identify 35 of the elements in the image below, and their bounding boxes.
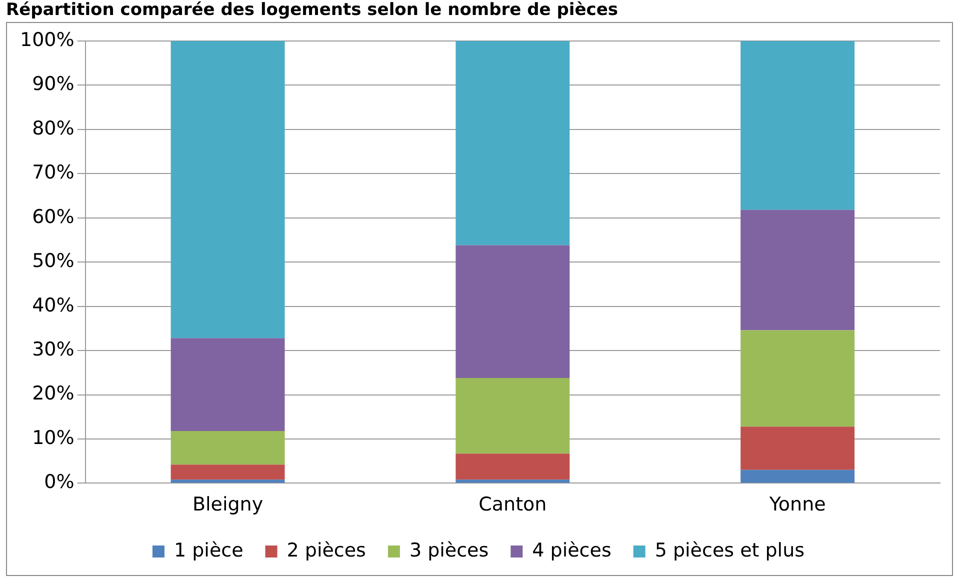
bar: [456, 480, 570, 483]
legend-label: 5 pièces et plus: [654, 539, 805, 562]
bar: [170, 431, 285, 465]
y-tick-label: 0%: [44, 471, 74, 494]
bar: [740, 470, 855, 483]
y-tick-label: 20%: [32, 382, 74, 405]
y-tick-label: 10%: [32, 426, 74, 449]
y-tick-label: 30%: [32, 338, 74, 360]
y-tick-label: 90%: [32, 73, 74, 96]
bar: [456, 245, 570, 378]
legend-label: 2 pièces: [286, 539, 366, 562]
x-tick-label: Bleigny: [192, 494, 264, 516]
x-tick-label: Yonne: [768, 494, 826, 516]
legend-label: 3 pièces: [409, 539, 489, 562]
bar: [740, 210, 855, 330]
y-tick-label: 100%: [20, 28, 74, 51]
bar: [456, 454, 570, 480]
legend-label: 1 pièce: [174, 539, 244, 562]
bar: [170, 41, 285, 338]
legend-label: 4 pièces: [532, 539, 612, 562]
chart-title: Répartition comparée des logements selon le nombre de pièces: [6, 0, 618, 20]
bar: [740, 41, 855, 210]
y-tick-label: 80%: [32, 117, 74, 140]
bar: [170, 338, 285, 432]
y-tick-label: 70%: [32, 162, 74, 184]
bar: [740, 426, 855, 470]
bar: [170, 464, 285, 480]
bar: [740, 330, 855, 427]
x-tick-label: Canton: [478, 494, 547, 516]
bar: [456, 41, 570, 246]
y-tick-label: 40%: [32, 294, 74, 316]
bar: [456, 378, 570, 454]
y-tick-label: 50%: [32, 250, 74, 272]
bar: [170, 480, 285, 483]
y-tick-label: 60%: [32, 206, 74, 228]
